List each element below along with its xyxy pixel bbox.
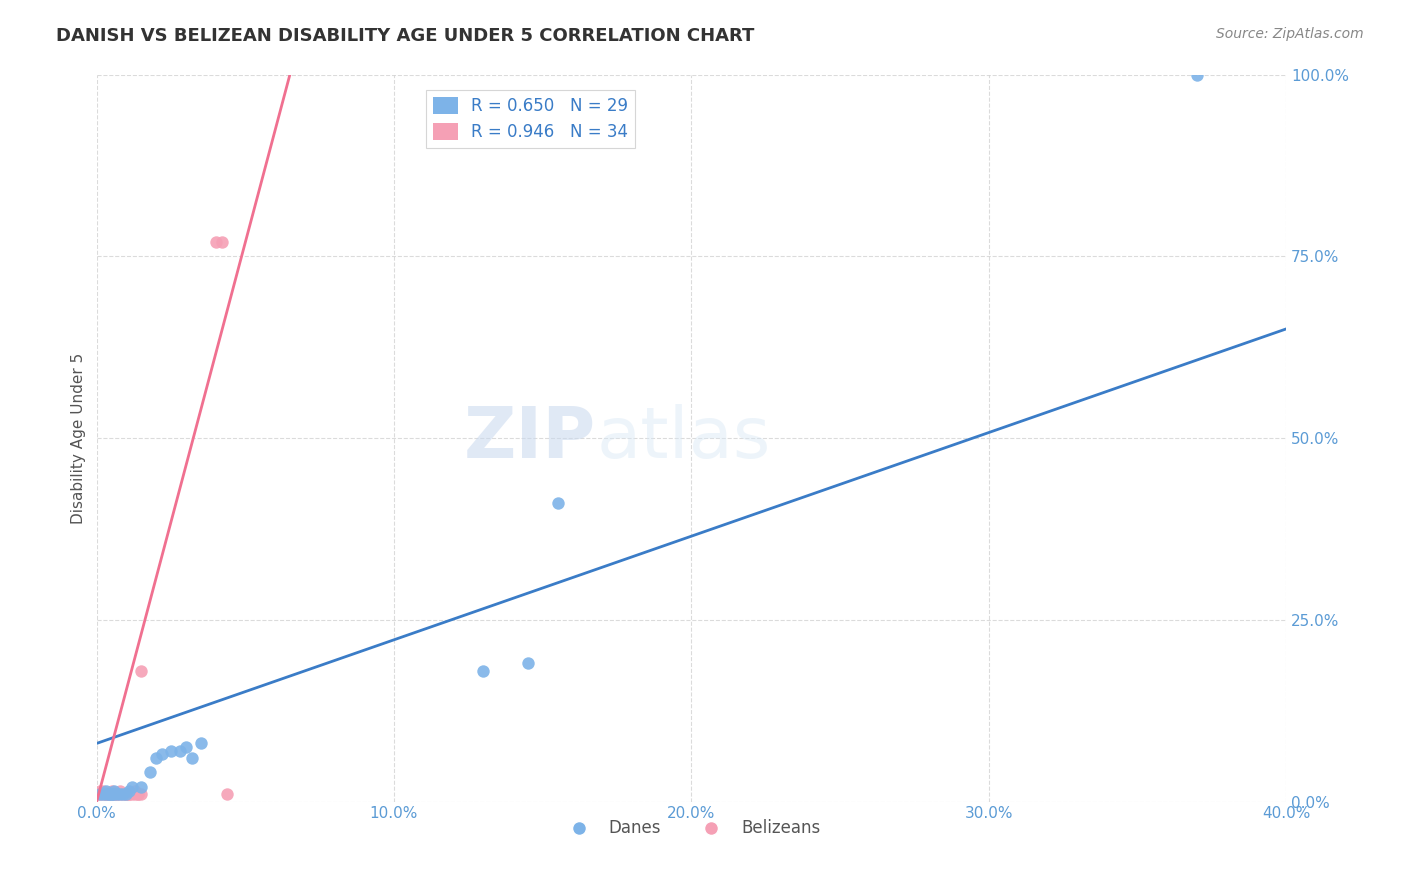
Point	[94, 787, 117, 801]
Legend: Danes, Belizeans: Danes, Belizeans	[555, 813, 827, 844]
Point	[169, 744, 191, 758]
Point	[547, 496, 569, 510]
Point	[97, 787, 120, 801]
Point	[121, 780, 143, 794]
Point	[472, 664, 495, 678]
Point	[204, 235, 226, 249]
Point	[91, 783, 114, 797]
Point	[115, 787, 138, 801]
Point	[115, 787, 138, 801]
Point	[150, 747, 173, 762]
Point	[94, 787, 117, 801]
Point	[103, 787, 125, 801]
Point	[160, 744, 183, 758]
Point	[121, 787, 143, 801]
Point	[110, 787, 132, 801]
Point	[91, 787, 114, 801]
Point	[100, 787, 122, 801]
Point	[516, 657, 538, 671]
Point	[100, 787, 122, 801]
Point	[115, 787, 138, 801]
Text: Source: ZipAtlas.com: Source: ZipAtlas.com	[1216, 27, 1364, 41]
Point	[129, 664, 152, 678]
Point	[94, 787, 117, 801]
Text: ZIP: ZIP	[464, 403, 596, 473]
Point	[100, 787, 122, 801]
Point	[127, 787, 149, 801]
Point	[97, 787, 120, 801]
Point	[190, 736, 212, 750]
Point	[103, 787, 125, 801]
Point	[107, 787, 129, 801]
Point	[97, 787, 120, 801]
Point	[94, 783, 117, 797]
Point	[100, 783, 122, 797]
Point	[100, 787, 122, 801]
Point	[118, 787, 141, 801]
Text: DANISH VS BELIZEAN DISABILITY AGE UNDER 5 CORRELATION CHART: DANISH VS BELIZEAN DISABILITY AGE UNDER …	[56, 27, 755, 45]
Point	[112, 787, 135, 801]
Point	[1185, 68, 1208, 82]
Point	[124, 787, 146, 801]
Point	[89, 783, 111, 797]
Point	[127, 787, 149, 801]
Point	[118, 783, 141, 797]
Point	[180, 751, 202, 765]
Point	[174, 739, 197, 754]
Point	[87, 787, 110, 801]
Point	[110, 787, 132, 801]
Point	[91, 787, 114, 801]
Point	[145, 751, 167, 765]
Point	[97, 787, 120, 801]
Point	[129, 780, 152, 794]
Y-axis label: Disability Age Under 5: Disability Age Under 5	[72, 352, 86, 524]
Point	[107, 787, 129, 801]
Point	[217, 787, 239, 801]
Point	[129, 787, 152, 801]
Point	[112, 787, 135, 801]
Point	[89, 787, 111, 801]
Point	[118, 787, 141, 801]
Point	[103, 783, 125, 797]
Point	[110, 783, 132, 797]
Point	[107, 787, 129, 801]
Point	[211, 235, 233, 249]
Point	[124, 783, 146, 797]
Point	[139, 765, 162, 780]
Point	[89, 787, 111, 801]
Text: atlas: atlas	[596, 403, 770, 473]
Point	[103, 787, 125, 801]
Point	[94, 787, 117, 801]
